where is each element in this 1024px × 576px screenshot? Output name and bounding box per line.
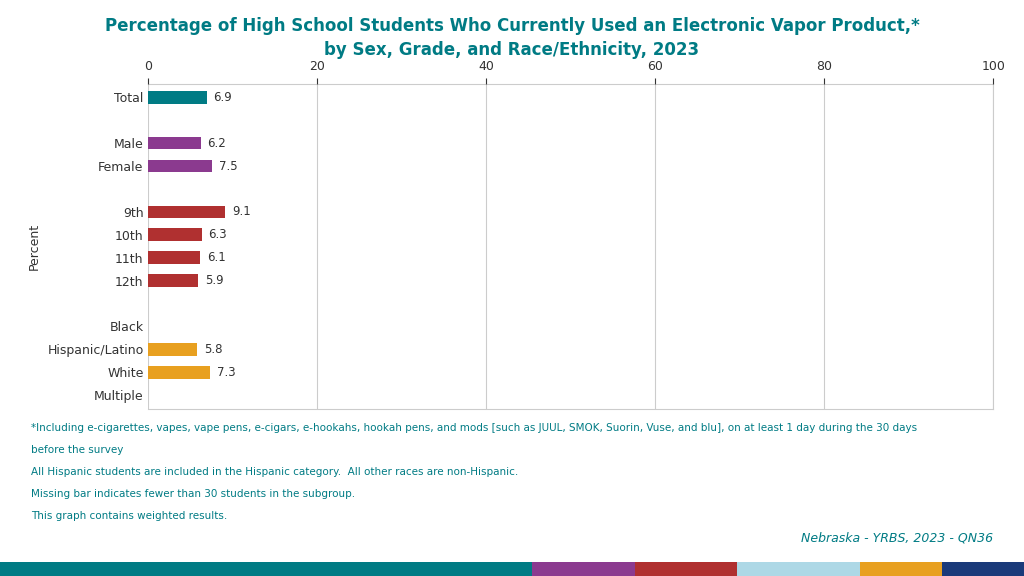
Bar [148,251,200,264]
Text: All Hispanic students are included in the Hispanic category.  All other races ar: All Hispanic students are included in th… [31,467,518,477]
Bar [148,137,201,149]
Text: *Including e-cigarettes, vapes, vape pens, e-cigars, e-hookahs, hookah pens, and: *Including e-cigarettes, vapes, vape pen… [31,423,916,433]
Y-axis label: Percent: Percent [28,223,40,270]
Text: 5.9: 5.9 [205,274,223,287]
Text: before the survey: before the survey [31,445,123,455]
Text: Percentage of High School Students Who Currently Used an Electronic Vapor Produc: Percentage of High School Students Who C… [104,17,920,59]
Bar [148,206,225,218]
Text: 6.3: 6.3 [209,228,227,241]
Bar [148,91,207,104]
Bar [148,343,198,355]
Text: 5.8: 5.8 [204,343,223,356]
Text: Nebraska - YRBS, 2023 - QN36: Nebraska - YRBS, 2023 - QN36 [801,531,993,544]
Bar [148,160,212,172]
Bar [148,366,210,378]
Text: This graph contains weighted results.: This graph contains weighted results. [31,511,227,521]
Text: 6.1: 6.1 [207,251,225,264]
Text: 7.3: 7.3 [217,366,236,379]
Text: Missing bar indicates fewer than 30 students in the subgroup.: Missing bar indicates fewer than 30 stud… [31,489,355,499]
Text: 6.9: 6.9 [214,91,232,104]
Text: 9.1: 9.1 [232,206,251,218]
Text: 6.2: 6.2 [208,137,226,150]
Text: 7.5: 7.5 [218,160,238,173]
Bar [148,274,199,287]
Bar [148,229,202,241]
